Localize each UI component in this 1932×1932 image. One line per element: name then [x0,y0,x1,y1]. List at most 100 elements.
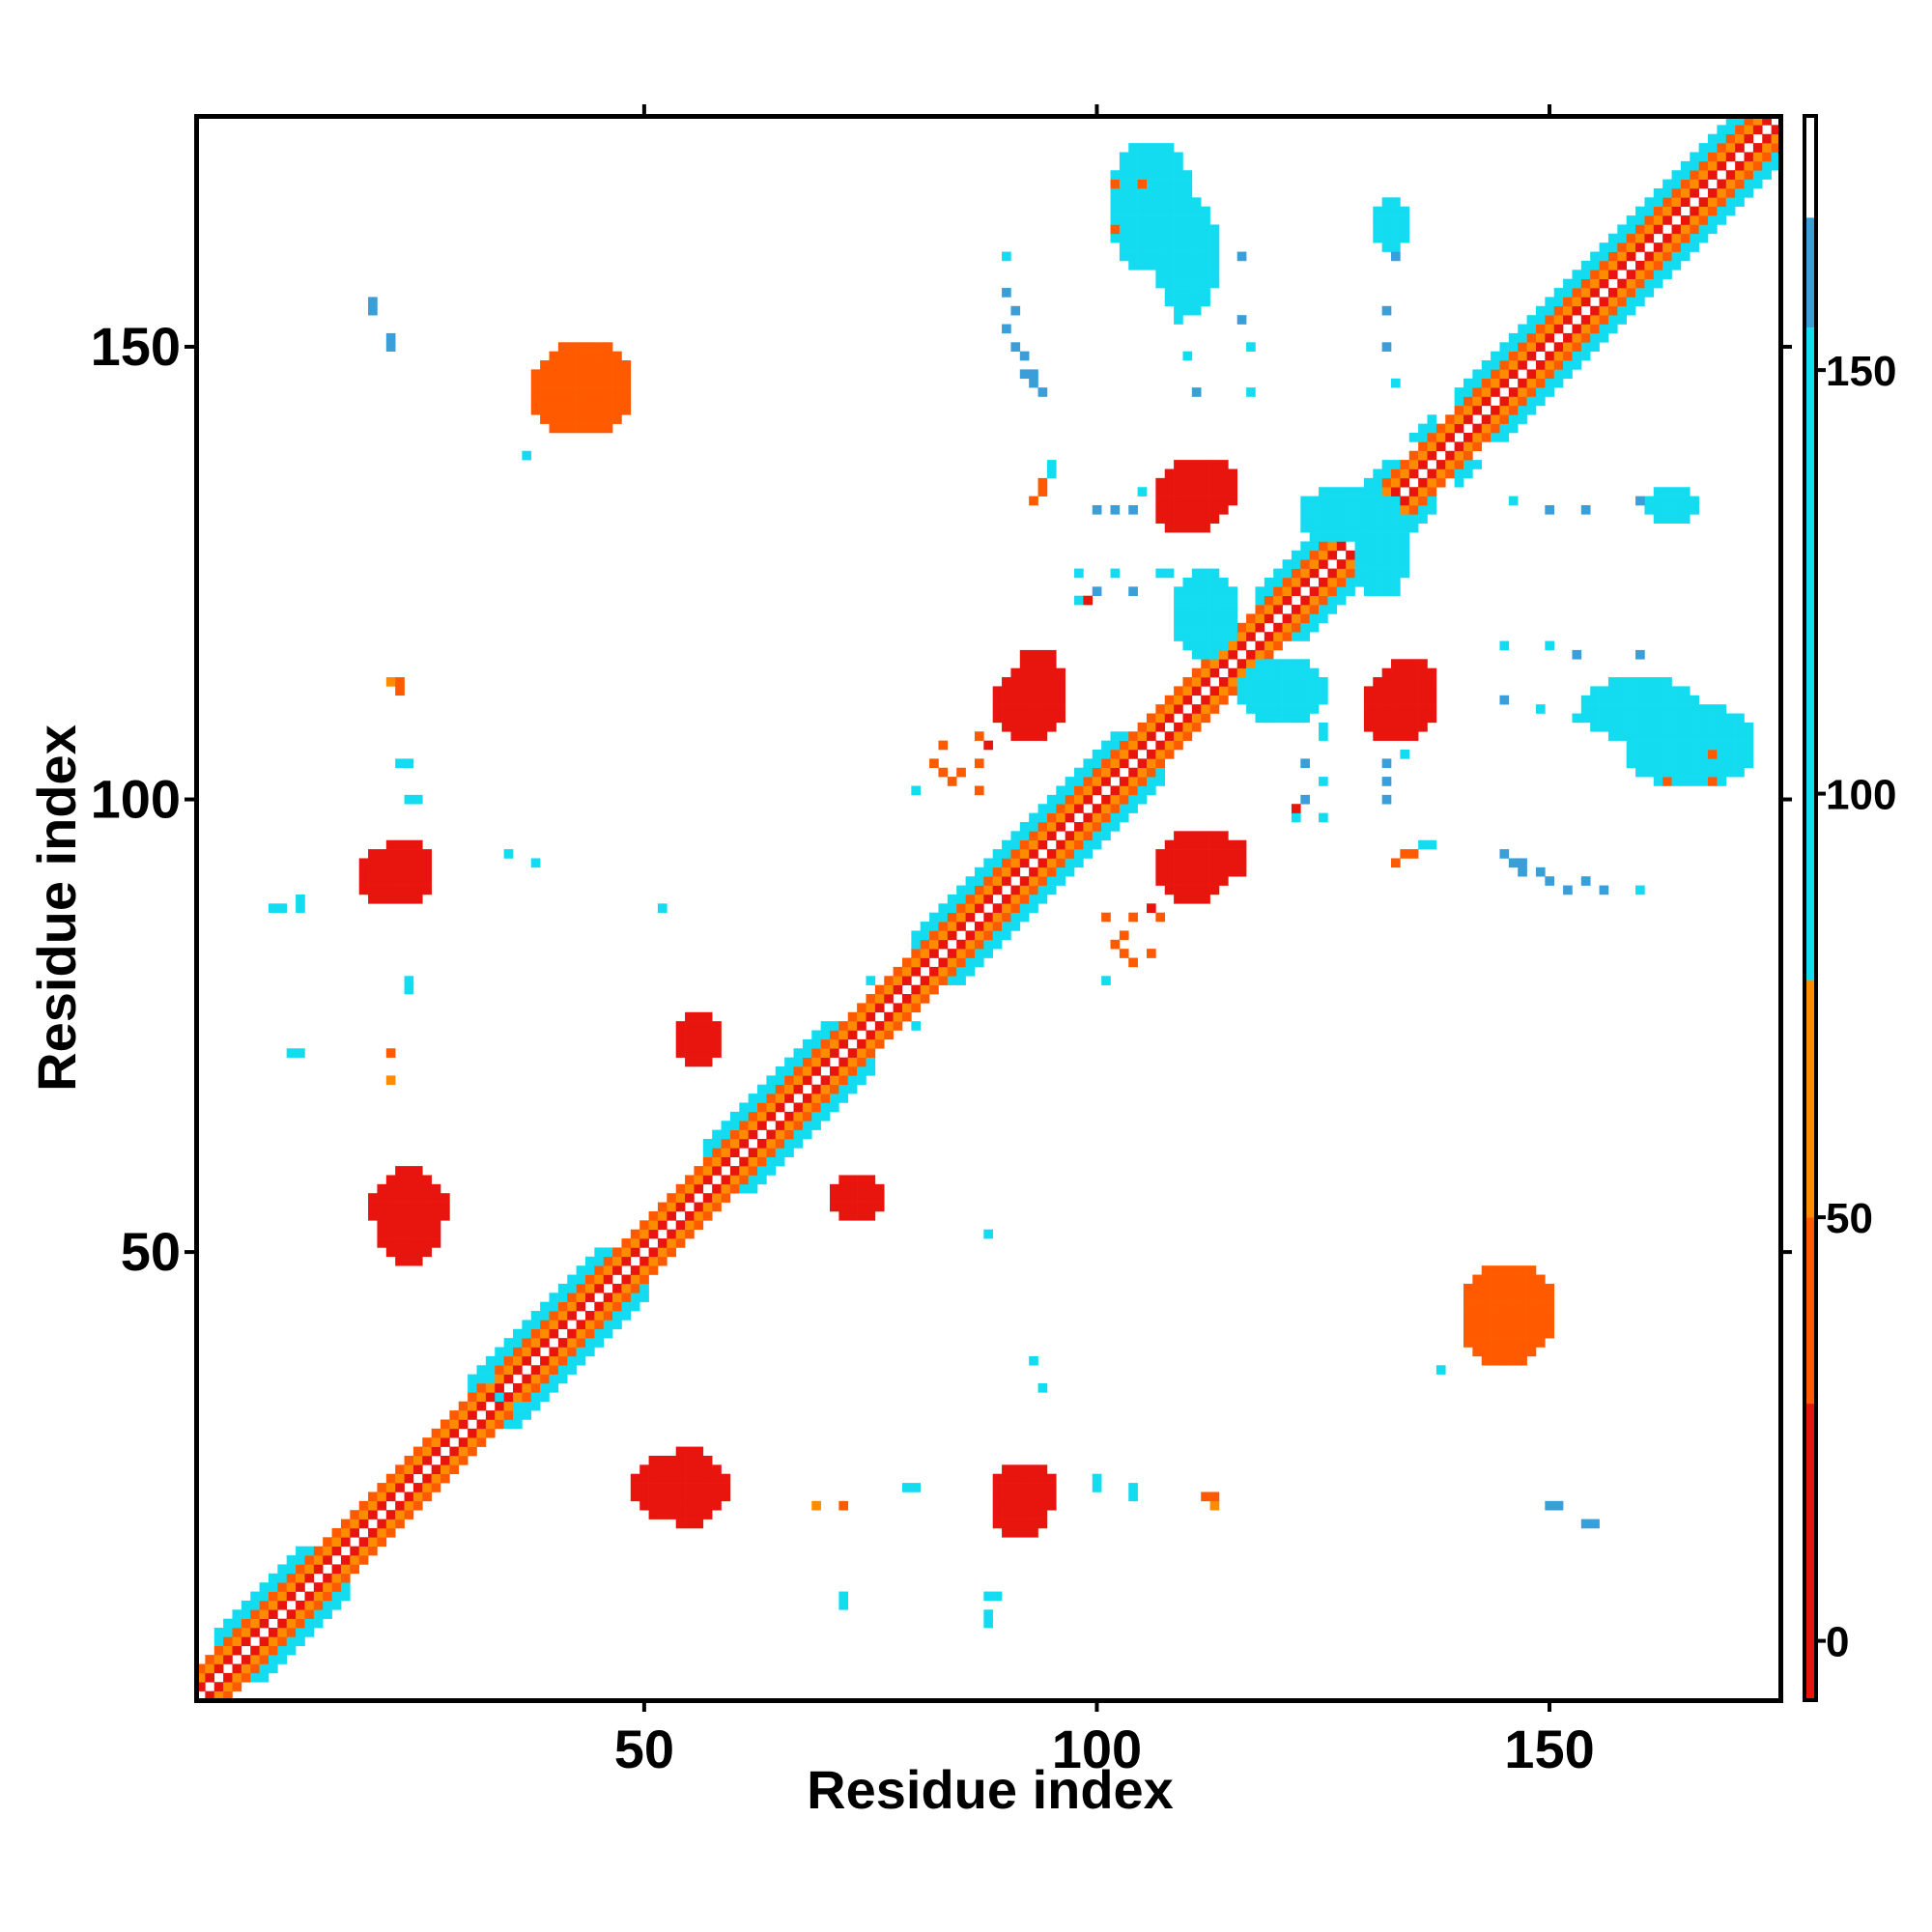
heatmap-cell [1472,1328,1483,1339]
heatmap-cell [1046,804,1057,813]
heatmap-cell [1209,640,1220,651]
heatmap-cell [766,1111,777,1122]
heatmap-cell [675,1519,686,1529]
heatmap-cell [1209,831,1220,841]
heatmap-cell [1671,496,1682,506]
heatmap-cell [576,1355,586,1366]
heatmap-cell [830,1193,839,1203]
heatmap-cell [1228,649,1238,660]
heatmap-cell [1101,831,1111,841]
heatmap-cell [1191,288,1202,298]
heatmap-cell [503,1347,514,1357]
heatmap-cell [350,1510,359,1520]
heatmap-cell [458,1419,469,1430]
heatmap-cell [495,1410,504,1420]
heatmap-cell [1319,695,1328,705]
heatmap-cell [1481,1347,1492,1357]
heatmap-cell [1128,1492,1138,1502]
heatmap-cell [1391,487,1401,497]
heatmap-cell [1128,160,1138,171]
heatmap-cell [530,858,541,868]
heatmap-cell [639,1293,649,1302]
heatmap-cell [1291,713,1301,724]
heatmap-cell [1209,469,1220,479]
heatmap-cell [1572,324,1582,334]
heatmap-cell [549,360,559,370]
heatmap-cell [1119,758,1129,769]
heatmap-cell [250,1645,260,1656]
heatmap-cell [992,912,1003,923]
heatmap-cell [1300,550,1310,560]
heatmap-cell [1671,731,1682,741]
heatmap-cell [431,1229,441,1239]
heatmap-cell [1363,704,1374,714]
heatmap-cell [757,1102,767,1113]
heatmap-cell [1155,270,1166,279]
heatmap-cell [1083,849,1094,859]
heatmap-cell [594,378,605,388]
heatmap-cell [1182,297,1193,307]
heatmap-cell [965,930,976,941]
heatmap-cell [1029,686,1038,696]
heatmap-cell [1518,387,1527,397]
heatmap-cell [485,1428,496,1438]
heatmap-cell [612,396,622,407]
heatmap-cell [775,1138,785,1149]
heatmap-cell [1607,731,1618,741]
heatmap-cell [1002,922,1011,931]
heatmap-cell [1228,849,1238,859]
heatmap-cell [1037,713,1048,724]
heatmap-cell [404,1247,414,1258]
heatmap-cell [1218,695,1229,705]
heatmap-cell [1690,187,1699,198]
heatmap-cell [784,1057,794,1067]
heatmap-cell [268,1591,278,1602]
heatmap-cell [385,1247,396,1258]
heatmap-cell [1164,568,1175,579]
heatmap-cell [1708,170,1718,180]
heatmap-cell [1526,342,1537,352]
heatmap-cell [1182,858,1193,868]
heatmap-cell [1708,160,1718,171]
heatmap-cell [612,351,622,361]
heatmap-cell [1327,605,1338,614]
heatmap-cell [513,1338,523,1348]
heatmap-cell [522,1401,532,1411]
heatmap-cell [1346,496,1355,506]
heatmap-cell [1119,930,1129,941]
heatmap-cell [621,1293,632,1302]
heatmap-cell [1164,297,1175,307]
heatmap-cell [757,1094,767,1103]
heatmap-cell [1535,1274,1546,1285]
heatmap-cell [1155,568,1166,579]
heatmap-cell [385,342,396,352]
heatmap-cell [576,414,586,424]
heatmap-cell [1607,722,1618,732]
heatmap-cell [1363,586,1374,596]
heatmap-cell [1174,695,1183,705]
heatmap-cell [1209,622,1220,633]
heatmap-cell [675,1183,686,1194]
heatmap-cell [1092,1473,1102,1484]
heatmap-cell [1201,504,1210,515]
heatmap-cell [1309,541,1320,552]
heatmap-cell [1201,215,1210,225]
heatmap-cell [1381,777,1392,786]
heatmap-cell [1553,297,1564,307]
heatmap-cell [422,1229,432,1239]
heatmap-cell [422,1202,432,1212]
heatmap-cell [1282,613,1293,624]
heatmap-cell [1572,297,1582,307]
heatmap-cell [1508,858,1519,868]
heatmap-cell [766,1084,777,1094]
heatmap-cell [1662,487,1672,497]
heatmap-cell [1218,460,1229,469]
heatmap-cell [1147,160,1156,171]
heatmap-cell [377,1183,387,1194]
heatmap-cell [648,1247,659,1258]
heatmap-cell [404,1202,414,1212]
heatmap-cell [522,1328,532,1339]
heatmap-cell [1671,750,1682,759]
heatmap-cell [1607,251,1618,262]
heatmap-cell [1653,704,1663,714]
